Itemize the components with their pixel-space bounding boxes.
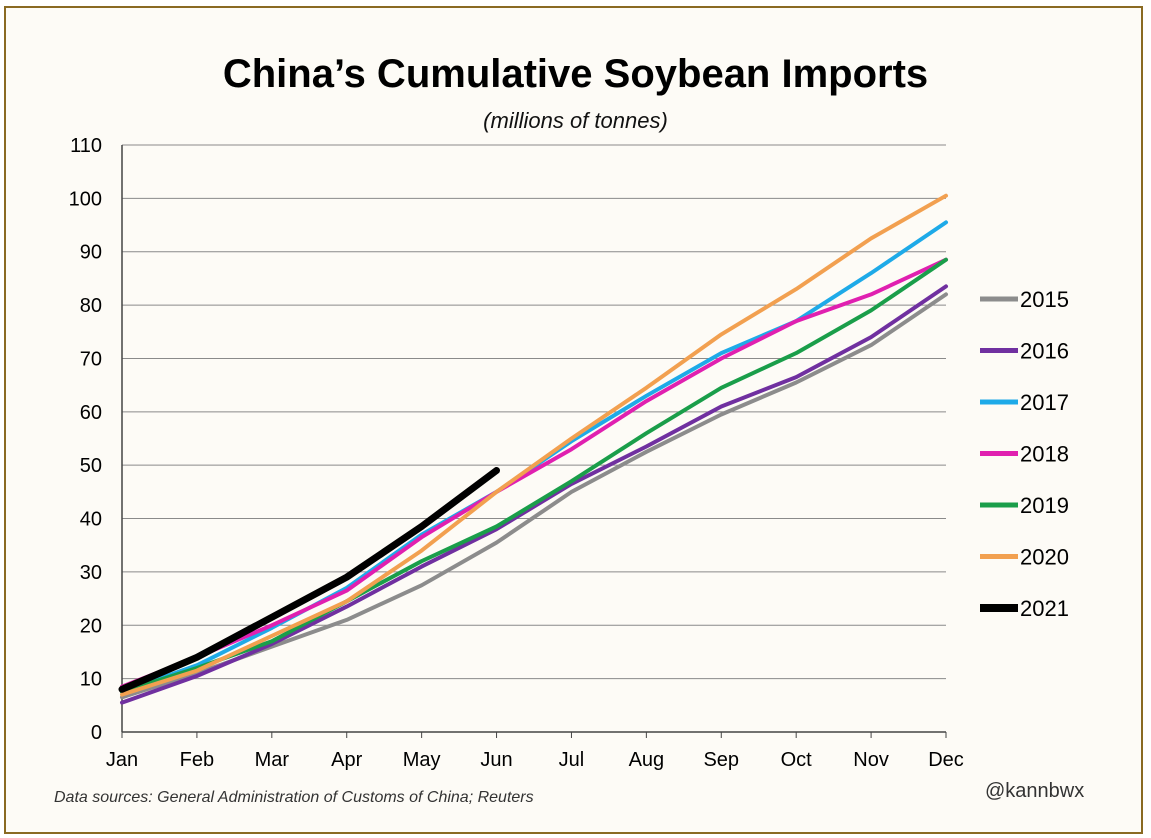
x-tick-label: Apr: [331, 749, 362, 771]
x-tick-label: Mar: [255, 749, 290, 771]
y-tick-label: 90: [80, 242, 102, 264]
y-tick-label: 70: [80, 348, 102, 370]
legend-label-2018: 2018: [1020, 442, 1069, 467]
x-tick-label: May: [403, 749, 441, 771]
x-tick-label: Jun: [480, 749, 512, 771]
chart-subtitle: (millions of tonnes): [483, 108, 668, 133]
series-line-2018: [120, 257, 948, 689]
y-tick-label: 100: [69, 188, 102, 210]
legend-label-2021: 2021: [1020, 596, 1069, 621]
x-tick-label: Jan: [106, 749, 138, 771]
x-tick-label: Dec: [928, 749, 964, 771]
y-tick-label: 80: [80, 295, 102, 317]
legend: 2015 2016 2017 2018 2019 2020 2021: [980, 287, 1069, 621]
axes: 0 10 20 30 40 50 60 70 80 90 100 110 Jan Feb Mar Apr May…: [69, 135, 964, 771]
x-tick-label: Oct: [781, 749, 813, 771]
x-tick-label: Aug: [629, 749, 665, 771]
x-tick-label: Feb: [180, 749, 214, 771]
watermark-handle: @kannbwx: [985, 780, 1085, 802]
legend-label-2020: 2020: [1020, 545, 1069, 570]
y-tick-label: 60: [80, 402, 102, 424]
series-line-2016: [120, 284, 948, 705]
series-line-2021: [118, 467, 500, 693]
x-tick-label: Jul: [559, 749, 585, 771]
gridlines: [122, 144, 946, 733]
y-tick-label: 10: [80, 669, 102, 691]
series-line-2019: [120, 257, 948, 694]
x-tick-label: Sep: [703, 749, 739, 771]
x-tick-label: Nov: [853, 749, 889, 771]
legend-label-2015: 2015: [1020, 287, 1069, 312]
y-tick-label: 110: [70, 135, 102, 157]
series-lines: [118, 193, 948, 705]
series-line-2017: [120, 220, 948, 694]
y-tick-label: 50: [80, 455, 102, 477]
chart-title: China’s Cumulative Soybean Imports: [222, 52, 929, 96]
source-note: Data sources: General Administration of …: [54, 789, 534, 806]
y-tick-label: 40: [80, 509, 102, 531]
y-tick-label: 0: [91, 722, 102, 744]
y-tick-label: 30: [80, 562, 102, 584]
y-tick-label: 20: [80, 615, 102, 637]
chart-frame: [4, 6, 1143, 834]
series-line-2020: [120, 193, 948, 697]
legend-label-2019: 2019: [1020, 493, 1069, 518]
legend-label-2017: 2017: [1020, 390, 1069, 415]
legend-label-2016: 2016: [1020, 339, 1069, 364]
